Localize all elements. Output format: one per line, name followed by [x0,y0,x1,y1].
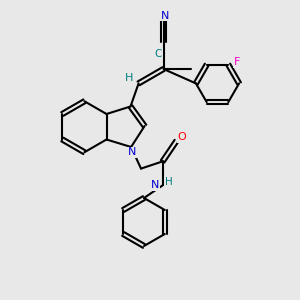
Text: N: N [161,11,169,21]
Text: H: H [165,177,173,187]
Text: F: F [233,57,240,67]
Text: O: O [177,132,186,142]
Text: C: C [154,49,162,59]
Text: N: N [128,147,136,158]
Text: H: H [125,73,133,83]
Text: N: N [151,180,159,190]
